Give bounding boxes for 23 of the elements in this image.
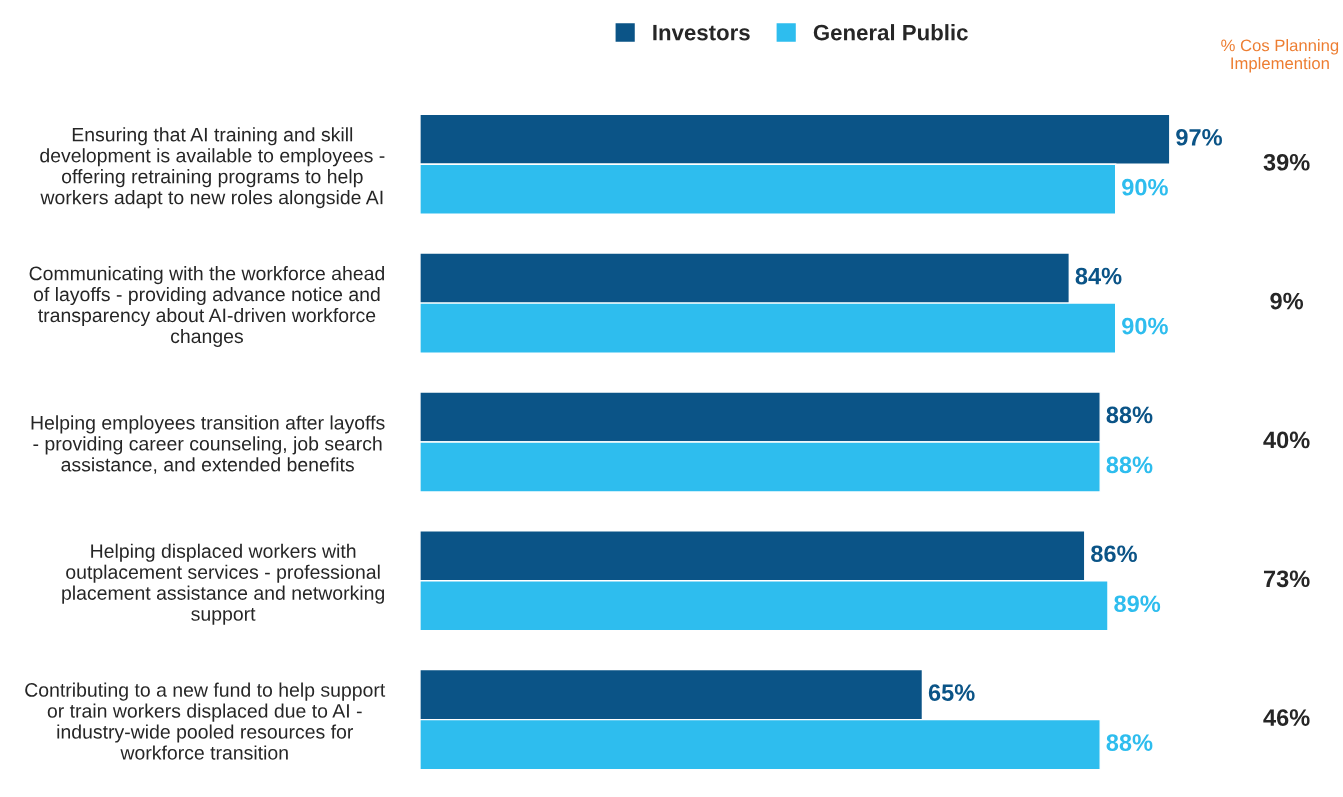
data-label: 65% xyxy=(928,684,975,701)
data-label: 88% xyxy=(1106,406,1153,424)
text: 39% xyxy=(1263,153,1310,171)
text: 9% xyxy=(1270,292,1304,310)
y-tick-label: Ensuring that AI training and skill development is available to employees - offering retraining programs to help workers adapt to new roles alongside AI xyxy=(40,127,385,209)
y-tick-label: Helping displaced workers with outplacement services - professional placement assistance and networking support xyxy=(62,543,384,625)
legend-label: Investors xyxy=(653,24,750,41)
text: 46% xyxy=(1263,709,1310,726)
data-label: 89% xyxy=(1114,595,1161,613)
data-label: 88% xyxy=(1106,734,1153,751)
y-tick-label: Contributing to a new fund to help support or train workers displaced due to AI - industry-wide pooled resources for workforce transition xyxy=(25,682,386,760)
text: 73% xyxy=(1263,570,1310,588)
y-tick-label: Communicating with the workforce ahead of layoffs - providing advance notice and transparency about AI-driven workforce changes xyxy=(29,266,384,347)
data-label: 86% xyxy=(1091,545,1137,563)
data-label: 88% xyxy=(1106,456,1153,474)
data-label: 84% xyxy=(1075,267,1122,285)
data-label: 97% xyxy=(1176,128,1222,146)
data-label: 90% xyxy=(1122,317,1168,335)
y-tick-label: Helping employees transition after layoffs - providing career counseling, job search assistance, and extended benefits xyxy=(31,415,385,474)
text: 40% xyxy=(1263,431,1310,449)
data-label: 90% xyxy=(1122,178,1168,196)
text: % Cos Planning Implemention xyxy=(1221,39,1339,73)
legend-label: General Public xyxy=(813,24,968,41)
